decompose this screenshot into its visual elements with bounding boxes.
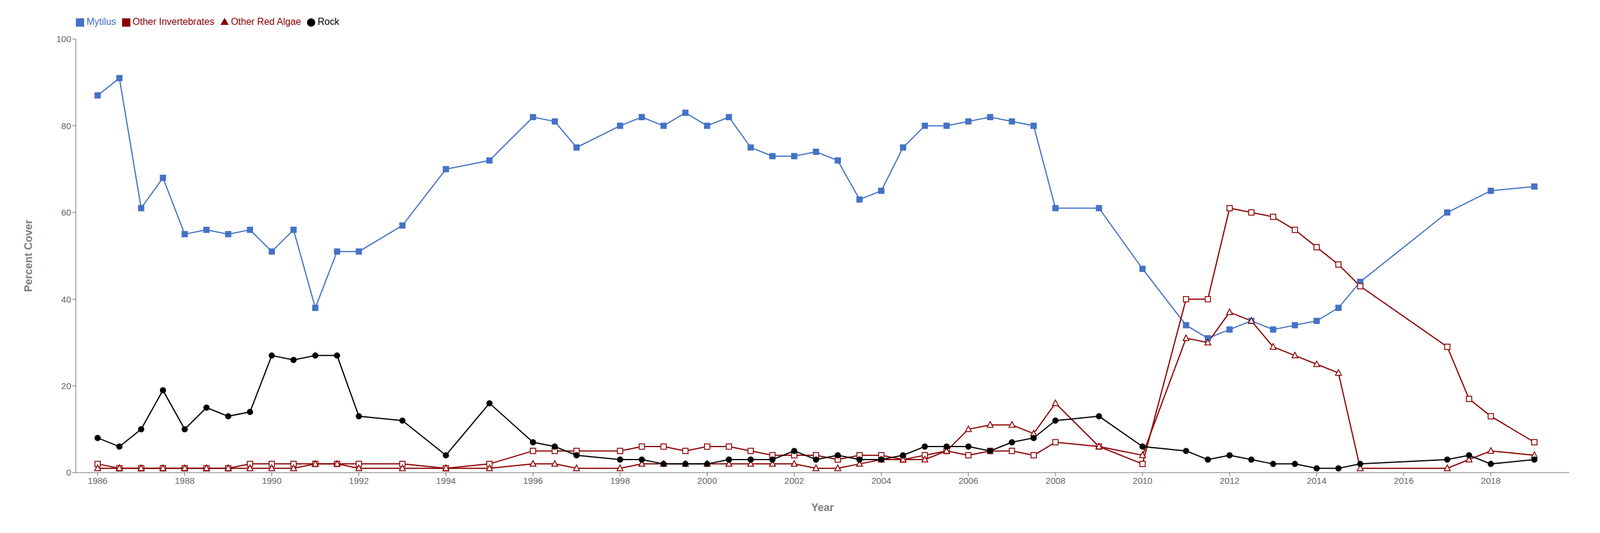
svg-text:1986: 1986 xyxy=(87,475,108,486)
html-text:Mytilus: Mytilus xyxy=(86,16,117,27)
svg-text:2002: 2002 xyxy=(784,475,805,486)
svg-text:1992: 1992 xyxy=(349,475,369,486)
svg-text:60: 60 xyxy=(61,207,72,218)
svg-text:Percent Cover: Percent Cover xyxy=(22,219,35,293)
svg-text:2000: 2000 xyxy=(697,475,718,486)
svg-text:40: 40 xyxy=(61,294,72,305)
svg-text:1988: 1988 xyxy=(174,475,195,486)
svg-text:2012: 2012 xyxy=(1219,475,1240,486)
svg-text:1998: 1998 xyxy=(610,475,630,486)
svg-text:2008: 2008 xyxy=(1045,475,1065,486)
html-text:Rock: Rock xyxy=(317,16,340,27)
html-text:Other Red Algae: Other Red Algae xyxy=(230,16,301,27)
svg-text:100: 100 xyxy=(56,33,72,44)
svg-text:0: 0 xyxy=(66,467,72,478)
svg-text:2014: 2014 xyxy=(1306,475,1327,486)
html-text:Other Invertebrates: Other Invertebrates xyxy=(132,16,215,27)
svg-text:1996: 1996 xyxy=(523,475,543,486)
svg-text:20: 20 xyxy=(61,381,72,392)
svg-text:2018: 2018 xyxy=(1480,475,1501,486)
svg-text:2016: 2016 xyxy=(1393,475,1414,486)
svg-text:2010: 2010 xyxy=(1132,475,1152,486)
svg-text:2006: 2006 xyxy=(958,475,978,486)
svg-text:Year: Year xyxy=(811,501,834,514)
svg-text:2004: 2004 xyxy=(871,475,891,486)
svg-text:80: 80 xyxy=(61,120,72,131)
svg-text:1994: 1994 xyxy=(436,475,456,486)
svg-text:1990: 1990 xyxy=(261,475,282,486)
